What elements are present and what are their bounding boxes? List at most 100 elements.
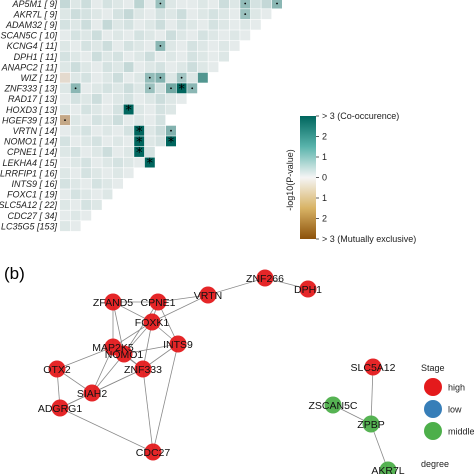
heatmap-cell: [102, 115, 113, 126]
colorbar-tick-label: 1: [322, 152, 327, 162]
heatmap-cell: [155, 9, 166, 20]
network-node-label: ZNF266: [246, 273, 284, 285]
heatmap-cell: [91, 62, 102, 73]
network-node-cpne1: [149, 293, 167, 311]
heatmap-cell: [123, 125, 134, 136]
heatmap-cell: [155, 115, 166, 126]
heatmap-cell: [229, 40, 240, 51]
heatmap-cell: [91, 157, 102, 168]
heatmap-cell: [102, 40, 113, 51]
heatmap-cell: [187, 19, 198, 30]
heatmap-cell: [197, 51, 208, 62]
heatmap-cell: [60, 125, 70, 136]
heatmap-cell: [134, 19, 145, 30]
network-edge: [370, 366, 374, 425]
heatmap-cell: [134, 62, 145, 73]
network-node-akr7l: [379, 461, 397, 474]
network-node-otx2: [48, 360, 66, 378]
significance-dot: [64, 119, 66, 121]
heatmap-cell: [91, 9, 102, 20]
significance-dot: [276, 2, 278, 5]
heatmap-cell: [113, 93, 123, 104]
heatmap-cell: [134, 136, 145, 147]
heatmap-cell: [229, 9, 240, 20]
heatmap-cell: [155, 51, 166, 62]
network-node-label: VRTN: [194, 290, 222, 302]
gene-label: ANAPC2 [ 11]: [1, 62, 58, 72]
heatmap-cell: [144, 104, 155, 115]
heatmap-cell: [219, 9, 229, 20]
heatmap-cell: [91, 72, 102, 83]
heatmap-cell: [144, 19, 155, 30]
heatmap-cell: [166, 19, 176, 30]
heatmap-cell: [208, 9, 219, 20]
legend-swatch-middle: [424, 422, 442, 440]
legend-title: Stage: [421, 363, 445, 373]
heatmap-cell: [123, 40, 134, 51]
heatmap-cell: [81, 30, 92, 41]
heatmap-cell: [176, 0, 187, 9]
network-edge: [112, 301, 125, 355]
network-node-vrtn: [199, 286, 217, 304]
heatmap-cell: [70, 189, 81, 200]
heatmap-cell: [123, 19, 134, 30]
heatmap-cell: [144, 157, 155, 168]
network-node-adgrg1: [51, 399, 69, 417]
heatmap-cell: [81, 72, 92, 83]
heatmap-cell: [91, 146, 102, 157]
heatmap-cell: [70, 125, 81, 136]
heatmap-cell: [91, 40, 102, 51]
heatmap-cell: [123, 51, 134, 62]
heatmap-cell: [144, 115, 155, 126]
heatmap-cell: [176, 93, 187, 104]
network-edge: [123, 301, 159, 355]
heatmap-cell: [166, 51, 176, 62]
heatmap-cell: [134, 30, 145, 41]
stage-legend: Stage degree high low middle: [421, 363, 474, 469]
heatmap-cell: [219, 19, 229, 30]
network-node-nomo1: [115, 345, 133, 363]
heatmap-cell: [102, 9, 113, 20]
heatmap-cell: [134, 115, 145, 126]
network-node-label: ZSCAN5C: [308, 400, 357, 412]
heatmap-cell: [197, 40, 208, 51]
heatmap-cell: [70, 51, 81, 62]
heatmap-cell: [144, 93, 155, 104]
heatmap-cell: [144, 62, 155, 73]
heatmap-cell: [113, 115, 123, 126]
heatmap-cell: [113, 104, 123, 115]
significance-dot: [159, 76, 162, 79]
gene-label: ADAM32 [ 9]: [5, 20, 58, 30]
heatmap-cell: [81, 199, 92, 210]
heatmap-cell: [123, 168, 134, 179]
heatmap-cell: [250, 0, 261, 9]
heatmap-cell: [60, 210, 70, 221]
heatmap-cell: [60, 199, 70, 210]
gene-label: LEKHA4 [ 15]: [2, 158, 57, 168]
heatmap-cell: [155, 104, 166, 115]
heatmap-cell: [102, 189, 113, 200]
heatmap-cell: [187, 0, 198, 9]
heatmap-cell: [113, 72, 123, 83]
significance-star: *: [168, 135, 175, 150]
network-node-label: ADGRG1: [38, 403, 83, 415]
heatmap-cell: [70, 93, 81, 104]
heatmap-cell: [60, 157, 70, 168]
heatmap-cell: [60, 104, 70, 115]
significance-dot: [74, 87, 77, 90]
heatmap-cell: [166, 62, 176, 73]
heatmap-cell: [219, 30, 229, 41]
legend-swatch-low: [424, 400, 442, 418]
heatmap-cell: [81, 51, 92, 62]
heatmap-cell: [102, 168, 113, 179]
heatmap-cell: [219, 40, 229, 51]
heatmap-cell: [102, 72, 113, 83]
heatmap-cell: [70, 115, 81, 126]
gene-label: SCAN5C [ 10]: [0, 31, 57, 41]
colorbar-tick-label: 2: [322, 214, 327, 224]
heatmap-cell: [176, 51, 187, 62]
heatmap-cell: [91, 189, 102, 200]
heatmap-cell: [70, 19, 81, 30]
network-node-siah2: [83, 384, 101, 402]
heatmap-cell: [134, 104, 145, 115]
